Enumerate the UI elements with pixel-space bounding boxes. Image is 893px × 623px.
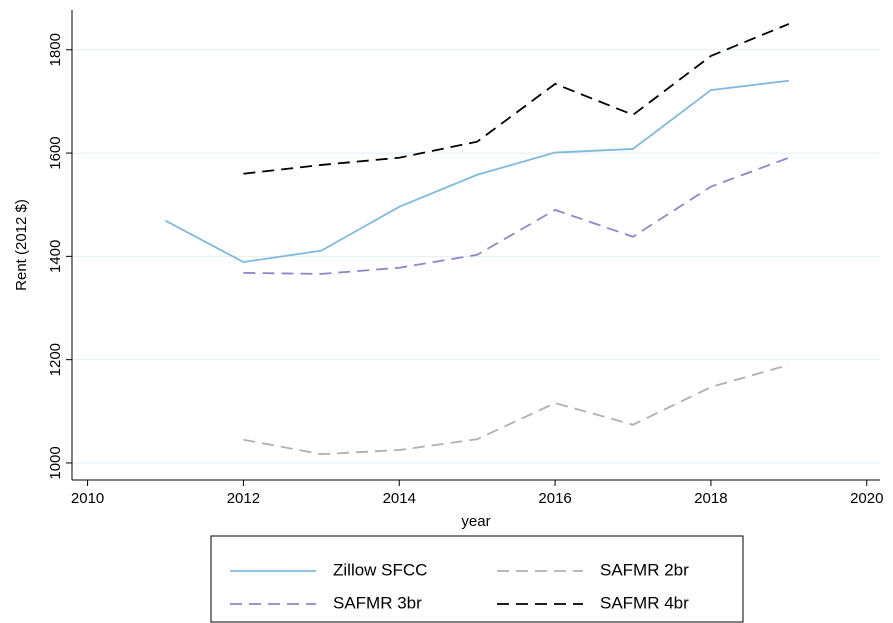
- series-line: [243, 23, 790, 175]
- y-axis-label: Rent (2012 $): [13, 199, 30, 291]
- y-tick-label: 1200: [47, 343, 64, 376]
- x-axis-label: year: [461, 513, 490, 530]
- y-tick-label: 1000: [47, 446, 64, 479]
- legend-label: SAFMR 4br: [600, 593, 689, 612]
- series-line: [243, 363, 790, 456]
- legend-label: SAFMR 2br: [600, 560, 689, 579]
- series-line: [243, 156, 790, 275]
- x-tick-label: 2018: [694, 490, 727, 507]
- x-tick-label: 2020: [850, 490, 883, 507]
- legend-label: Zillow SFCC: [333, 560, 427, 579]
- y-tick-label: 1800: [47, 33, 64, 66]
- y-tick-label: 1400: [47, 240, 64, 273]
- x-tick-label: 2014: [383, 490, 416, 507]
- y-tick-label: 1600: [47, 136, 64, 169]
- series-line: [165, 79, 789, 263]
- x-tick-label: 2010: [71, 490, 104, 507]
- legend-label: SAFMR 3br: [333, 593, 422, 612]
- x-tick-label: 2016: [538, 490, 571, 507]
- x-tick-label: 2012: [227, 490, 260, 507]
- legend-box: [210, 535, 744, 623]
